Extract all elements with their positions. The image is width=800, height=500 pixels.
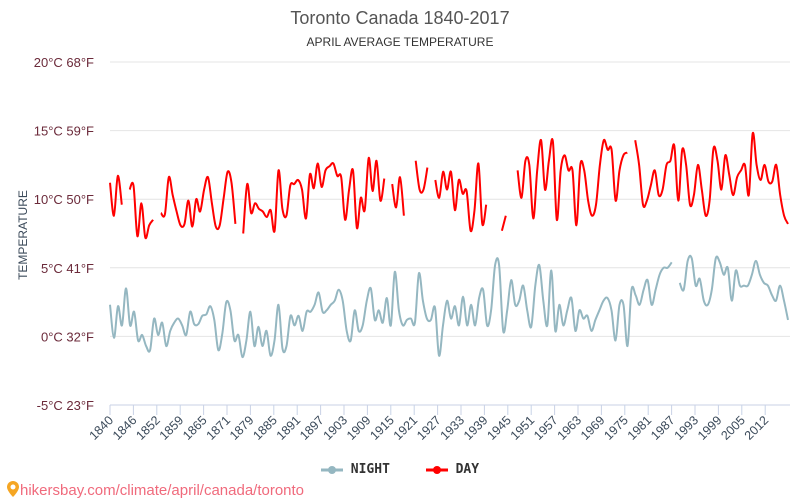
x-tick-label: 1879 bbox=[227, 413, 257, 443]
x-tick-label: 1891 bbox=[274, 413, 304, 443]
location-pin-icon bbox=[7, 481, 19, 497]
legend-item-night[interactable]: NIGHT bbox=[320, 462, 398, 477]
x-tick-label: 1969 bbox=[578, 413, 608, 443]
x-tick-label: 1933 bbox=[438, 413, 468, 443]
day-series-line bbox=[109, 174, 123, 217]
x-tick-label: 1945 bbox=[484, 413, 514, 443]
x-tick-label: 1975 bbox=[601, 413, 631, 443]
day-series-line bbox=[634, 131, 789, 225]
x-tick-label: 1963 bbox=[555, 413, 585, 443]
x-tick-label: 2005 bbox=[718, 413, 748, 443]
x-tick-label: 1871 bbox=[204, 413, 234, 443]
x-tick-label: 1987 bbox=[648, 413, 678, 443]
source-url: hikersbay.com/climate/april/canada/toron… bbox=[20, 482, 305, 499]
x-tick-label: 1957 bbox=[531, 413, 561, 443]
x-tick-label: 1852 bbox=[133, 413, 163, 443]
x-tick-label: 1939 bbox=[461, 413, 491, 443]
chart-title: Toronto Canada 1840-2017 bbox=[290, 8, 510, 28]
y-tick-label: 20°C 68°F bbox=[34, 55, 94, 70]
legend-item-day[interactable]: DAY bbox=[425, 462, 480, 477]
x-tick-label: 1897 bbox=[297, 413, 327, 443]
night-series-line bbox=[678, 254, 789, 321]
y-tick-label: -5°C 23°F bbox=[37, 398, 94, 413]
x-tick-label: 1981 bbox=[625, 413, 655, 443]
x-tick-label: 1915 bbox=[367, 413, 397, 443]
x-tick-label: 1846 bbox=[110, 413, 140, 443]
legend-day-label: DAY bbox=[455, 462, 480, 477]
source-link[interactable]: hikersbay.com/climate/april/canada/toron… bbox=[6, 480, 304, 499]
day-series-line bbox=[391, 176, 405, 216]
day-series-line bbox=[434, 162, 488, 233]
day-series-line bbox=[160, 170, 237, 231]
y-tick-label: 5°C 41°F bbox=[41, 261, 94, 276]
day-series-line bbox=[516, 138, 628, 227]
legend-day-marker-icon bbox=[425, 465, 448, 474]
y-tick-label: 15°C 59°F bbox=[34, 124, 94, 139]
x-tick-label: 1999 bbox=[695, 413, 725, 443]
day-series-line bbox=[128, 181, 154, 240]
x-tick-label: 1859 bbox=[157, 413, 187, 443]
x-tick-label: 1993 bbox=[672, 413, 702, 443]
x-tick-label: 1840 bbox=[87, 413, 117, 443]
day-series-line bbox=[414, 160, 429, 194]
night-series-line bbox=[109, 257, 673, 359]
x-tick-label: 1885 bbox=[250, 413, 280, 443]
legend-night-marker-icon bbox=[320, 465, 343, 474]
x-tick-label: 1921 bbox=[391, 413, 421, 443]
day-series-line bbox=[242, 156, 386, 234]
x-tick-label: 2012 bbox=[742, 413, 772, 443]
x-tick-label: 1951 bbox=[508, 413, 538, 443]
x-tick-label: 1927 bbox=[414, 413, 444, 443]
y-tick-label: 10°C 50°F bbox=[34, 192, 94, 207]
day-series-line bbox=[500, 215, 507, 232]
x-tick-label: 1865 bbox=[180, 413, 210, 443]
x-tick-label: 1903 bbox=[321, 413, 351, 443]
legend-night-label: NIGHT bbox=[350, 462, 390, 477]
chart-subtitle: APRIL AVERAGE TEMPERATURE bbox=[306, 35, 494, 49]
y-tick-label: 0°C 32°F bbox=[41, 329, 94, 344]
legend: NIGHT DAY bbox=[0, 462, 800, 477]
x-tick-label: 1909 bbox=[344, 413, 374, 443]
